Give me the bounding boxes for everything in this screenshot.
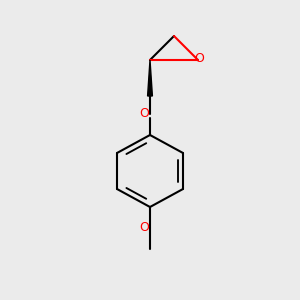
Text: O: O xyxy=(195,52,204,65)
Text: O: O xyxy=(140,106,149,120)
Polygon shape xyxy=(148,60,152,96)
Text: O: O xyxy=(140,220,149,234)
